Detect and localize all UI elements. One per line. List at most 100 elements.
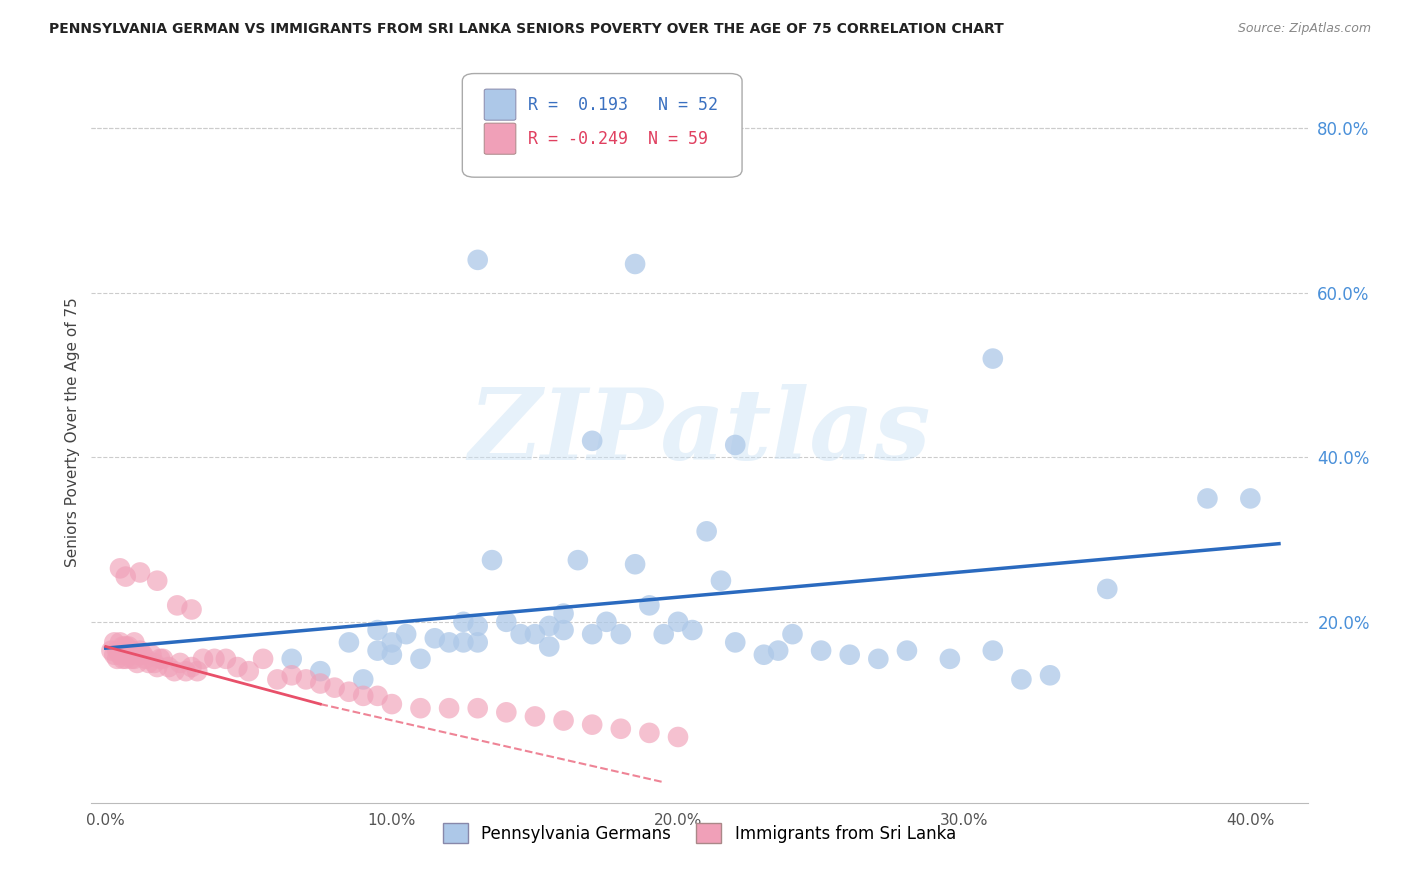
Point [117,648,139,662]
Point [367,623,389,637]
Point [381,635,404,649]
Point [204,652,226,666]
Point [538,640,561,654]
Point [103,635,125,649]
Point [1039,668,1062,682]
Point [152,652,174,666]
FancyBboxPatch shape [463,73,742,178]
Point [141,648,163,662]
Point [495,706,517,720]
Point [146,574,169,588]
Point [100,643,122,657]
Point [108,648,131,662]
Point [163,664,186,678]
Point [453,635,475,649]
Point [114,652,136,666]
Point [567,553,589,567]
Point [124,652,146,666]
Point [103,648,125,662]
Point [367,689,389,703]
Point [280,652,302,666]
Point [1197,491,1219,506]
Point [752,648,775,662]
Point [135,652,157,666]
Point [782,627,804,641]
Point [666,615,689,629]
Point [105,652,128,666]
Point [581,717,603,731]
Point [409,652,432,666]
Point [624,257,647,271]
Point [149,652,172,666]
Point [467,635,489,649]
Point [638,726,661,740]
Point [114,569,136,583]
Point [238,664,260,678]
Point [981,351,1004,366]
Point [868,652,890,666]
Point [681,623,703,637]
FancyBboxPatch shape [484,89,516,120]
Point [553,623,575,637]
Point [467,619,489,633]
Point [610,722,633,736]
Point [581,434,603,448]
Point [120,643,142,657]
Text: ZIPatlas: ZIPatlas [468,384,931,481]
Point [108,561,131,575]
Point [180,660,202,674]
Point [138,656,160,670]
Point [495,615,517,629]
Point [111,640,134,654]
Point [838,648,860,662]
Point [523,709,546,723]
Point [132,648,155,662]
Point [186,664,208,678]
Point [595,615,617,629]
Point [174,664,197,678]
Point [180,602,202,616]
Point [111,652,134,666]
Point [127,656,149,670]
Point [169,656,191,670]
Point [896,643,918,657]
Point [467,252,489,267]
Point [1239,491,1261,506]
Point [266,673,288,687]
Point [981,643,1004,657]
Point [129,566,152,580]
Point [124,635,146,649]
Point [481,553,503,567]
Point [724,635,747,649]
Point [810,643,832,657]
Point [215,652,238,666]
Point [939,652,962,666]
Point [395,627,418,641]
Point [337,685,360,699]
Text: Source: ZipAtlas.com: Source: ZipAtlas.com [1237,22,1371,36]
Point [309,676,332,690]
Point [553,714,575,728]
FancyBboxPatch shape [484,123,516,154]
Point [581,627,603,641]
Point [367,643,389,657]
Point [143,656,166,670]
Point [553,607,575,621]
Point [724,438,747,452]
Point [467,701,489,715]
Point [127,648,149,662]
Point [280,668,302,682]
Point [638,599,661,613]
Point [129,643,152,657]
Point [766,643,789,657]
Point [146,660,169,674]
Point [381,648,404,662]
Point [652,627,675,641]
Point [453,615,475,629]
Point [352,673,374,687]
Point [523,627,546,641]
Point [624,558,647,572]
Point [710,574,733,588]
Point [1097,582,1119,596]
Point [323,681,346,695]
